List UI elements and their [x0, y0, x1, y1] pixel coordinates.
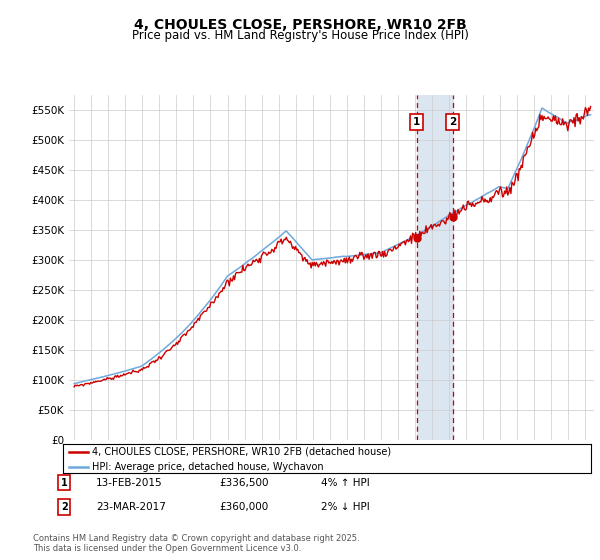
Text: 2: 2: [61, 502, 68, 512]
Text: 1: 1: [413, 117, 421, 127]
Text: 13-FEB-2015: 13-FEB-2015: [96, 478, 163, 488]
Text: HPI: Average price, detached house, Wychavon: HPI: Average price, detached house, Wych…: [92, 461, 323, 472]
Text: 4% ↑ HPI: 4% ↑ HPI: [321, 478, 370, 488]
Text: 23-MAR-2017: 23-MAR-2017: [96, 502, 166, 512]
Bar: [417, 95, 453, 440]
Text: 4, CHOULES CLOSE, PERSHORE, WR10 2FB (detached house): 4, CHOULES CLOSE, PERSHORE, WR10 2FB (de…: [92, 447, 391, 457]
Text: 2% ↓ HPI: 2% ↓ HPI: [321, 502, 370, 512]
Text: Contains HM Land Registry data © Crown copyright and database right 2025.
This d: Contains HM Land Registry data © Crown c…: [33, 534, 359, 553]
Text: 2: 2: [449, 117, 457, 127]
Text: £336,500: £336,500: [219, 478, 269, 488]
Text: 1: 1: [61, 478, 68, 488]
Text: 4, CHOULES CLOSE, PERSHORE, WR10 2FB: 4, CHOULES CLOSE, PERSHORE, WR10 2FB: [134, 18, 466, 32]
Text: £360,000: £360,000: [219, 502, 268, 512]
Text: Price paid vs. HM Land Registry's House Price Index (HPI): Price paid vs. HM Land Registry's House …: [131, 29, 469, 42]
